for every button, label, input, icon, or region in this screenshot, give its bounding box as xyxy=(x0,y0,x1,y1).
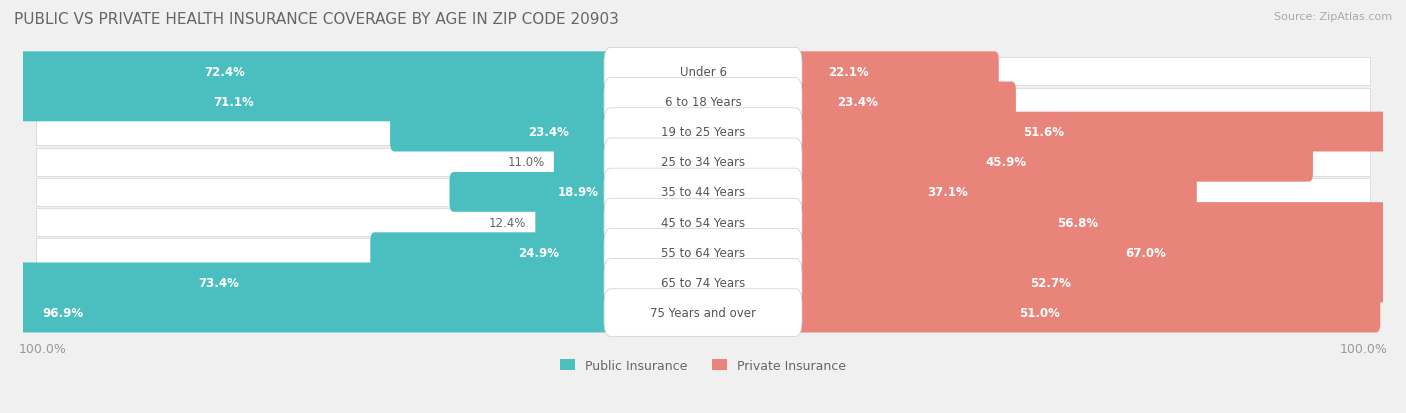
Text: PUBLIC VS PRIVATE HEALTH INSURANCE COVERAGE BY AGE IN ZIP CODE 20903: PUBLIC VS PRIVATE HEALTH INSURANCE COVER… xyxy=(14,12,619,27)
FancyBboxPatch shape xyxy=(605,169,801,216)
FancyBboxPatch shape xyxy=(699,203,1406,242)
Text: Source: ZipAtlas.com: Source: ZipAtlas.com xyxy=(1274,12,1392,22)
FancyBboxPatch shape xyxy=(699,82,1017,122)
FancyBboxPatch shape xyxy=(450,173,707,212)
Text: 51.6%: 51.6% xyxy=(1024,126,1064,139)
FancyBboxPatch shape xyxy=(37,149,1369,176)
FancyBboxPatch shape xyxy=(0,52,707,92)
FancyBboxPatch shape xyxy=(370,233,707,273)
Text: 96.9%: 96.9% xyxy=(42,306,84,319)
FancyBboxPatch shape xyxy=(37,58,1369,86)
Text: 11.0%: 11.0% xyxy=(508,156,544,169)
FancyBboxPatch shape xyxy=(699,173,1197,212)
FancyBboxPatch shape xyxy=(37,239,1369,266)
Text: 55 to 64 Years: 55 to 64 Years xyxy=(661,246,745,259)
Text: 23.4%: 23.4% xyxy=(837,96,877,109)
Text: Under 6: Under 6 xyxy=(679,66,727,78)
Text: 37.1%: 37.1% xyxy=(928,186,969,199)
FancyBboxPatch shape xyxy=(37,209,1369,236)
Text: 19 to 25 Years: 19 to 25 Years xyxy=(661,126,745,139)
FancyBboxPatch shape xyxy=(699,112,1388,152)
Text: 22.1%: 22.1% xyxy=(828,66,869,78)
Text: 75 Years and over: 75 Years and over xyxy=(650,306,756,319)
FancyBboxPatch shape xyxy=(605,78,801,126)
FancyBboxPatch shape xyxy=(0,82,707,122)
FancyBboxPatch shape xyxy=(536,203,707,242)
FancyBboxPatch shape xyxy=(605,48,801,96)
FancyBboxPatch shape xyxy=(0,263,707,303)
FancyBboxPatch shape xyxy=(37,88,1369,116)
Legend: Public Insurance, Private Insurance: Public Insurance, Private Insurance xyxy=(555,354,851,377)
Text: 65 to 74 Years: 65 to 74 Years xyxy=(661,276,745,289)
Text: 56.8%: 56.8% xyxy=(1057,216,1098,229)
Text: 72.4%: 72.4% xyxy=(205,66,246,78)
FancyBboxPatch shape xyxy=(699,233,1406,273)
Text: 12.4%: 12.4% xyxy=(489,216,526,229)
Text: 45 to 54 Years: 45 to 54 Years xyxy=(661,216,745,229)
FancyBboxPatch shape xyxy=(0,293,707,332)
FancyBboxPatch shape xyxy=(37,299,1369,327)
FancyBboxPatch shape xyxy=(37,119,1369,146)
Text: 73.4%: 73.4% xyxy=(198,276,239,289)
Text: 52.7%: 52.7% xyxy=(1031,276,1071,289)
FancyBboxPatch shape xyxy=(389,112,707,152)
FancyBboxPatch shape xyxy=(699,293,1381,332)
Text: 71.1%: 71.1% xyxy=(214,96,254,109)
FancyBboxPatch shape xyxy=(699,263,1403,303)
FancyBboxPatch shape xyxy=(37,178,1369,206)
FancyBboxPatch shape xyxy=(605,289,801,337)
FancyBboxPatch shape xyxy=(699,52,998,92)
FancyBboxPatch shape xyxy=(554,142,707,182)
Text: 45.9%: 45.9% xyxy=(986,156,1026,169)
Text: 67.0%: 67.0% xyxy=(1125,246,1166,259)
Text: 35 to 44 Years: 35 to 44 Years xyxy=(661,186,745,199)
FancyBboxPatch shape xyxy=(605,229,801,276)
Text: 24.9%: 24.9% xyxy=(519,246,560,259)
Text: 51.0%: 51.0% xyxy=(1019,306,1060,319)
FancyBboxPatch shape xyxy=(605,109,801,156)
FancyBboxPatch shape xyxy=(605,199,801,246)
Text: 25 to 34 Years: 25 to 34 Years xyxy=(661,156,745,169)
Text: 18.9%: 18.9% xyxy=(558,186,599,199)
Text: 23.4%: 23.4% xyxy=(529,126,569,139)
FancyBboxPatch shape xyxy=(699,142,1313,182)
Text: 6 to 18 Years: 6 to 18 Years xyxy=(665,96,741,109)
FancyBboxPatch shape xyxy=(605,139,801,186)
FancyBboxPatch shape xyxy=(605,259,801,306)
FancyBboxPatch shape xyxy=(37,269,1369,297)
